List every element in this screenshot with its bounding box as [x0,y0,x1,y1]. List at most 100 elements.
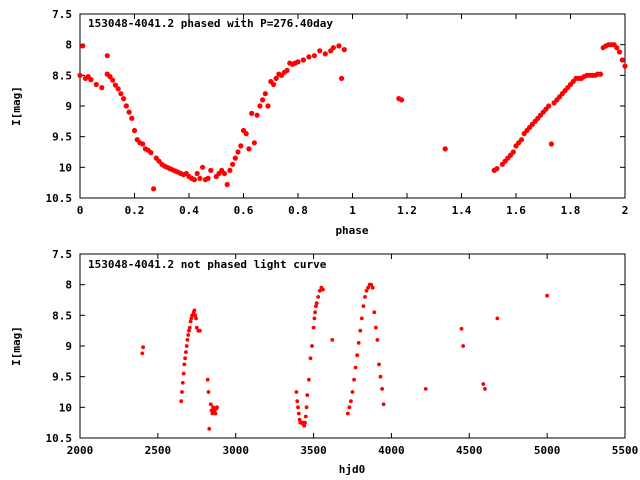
data-point [495,316,500,321]
x-tick-label: 2 [622,204,629,217]
data-point [192,308,197,313]
data-point [377,362,381,367]
data-point [246,146,252,152]
data-point [510,149,516,155]
data-point [273,75,279,81]
x-tick-label: 2000 [67,444,94,457]
data-point [304,405,309,410]
data-point [369,282,374,287]
data-point [257,103,263,109]
data-point [184,350,188,354]
data-point [345,411,350,416]
data-point [187,325,192,330]
data-point [442,146,448,152]
data-point [372,310,377,315]
data-point [179,399,184,404]
data-point [518,137,525,143]
data-point [227,167,233,173]
data-point [619,57,625,63]
data-point [185,338,190,342]
data-point [355,353,360,358]
data-point [330,45,336,51]
data-point [336,43,342,49]
data-point [112,82,118,88]
data-point [347,405,352,410]
data-point [115,86,121,92]
data-point [123,103,129,109]
chart-title: 153048-4041.2 phased with P=276.40day [88,17,333,30]
y-tick-label: 7.5 [52,248,72,261]
data-point [322,51,328,57]
data-point [307,377,311,382]
data-point [207,426,212,431]
data-point [93,81,99,88]
y-tick-label: 8 [65,39,72,52]
data-point [129,115,135,121]
y-tick-label: 10.5 [46,432,73,445]
data-point [210,411,215,416]
data-point [399,97,405,103]
data-point [200,164,206,170]
x-tick-label: 0 [77,204,84,217]
data-point [374,325,378,330]
data-point [306,54,312,60]
data-point [181,371,186,376]
data-point [359,316,364,321]
data-point [197,175,203,181]
data-point [77,72,83,78]
data-point [251,140,257,146]
x-tick-label: 0.6 [234,204,254,217]
data-point [303,420,307,425]
data-point [349,399,353,404]
x-tick-label: 3000 [222,444,249,457]
data-point [361,304,366,308]
data-point [339,75,345,81]
data-point [353,365,358,370]
data-point [249,110,255,116]
data-point [180,390,184,394]
data-point [194,170,200,177]
data-point [302,423,307,428]
x-tick-label: 1.6 [506,204,526,217]
data-point [295,59,301,65]
x-ticks: 2000 2500 3000 3500 4000 4500 5000 5500 [67,254,639,457]
data-point [194,316,198,321]
data-point [184,344,189,348]
data-point [187,328,191,333]
y-tick-label: 10.5 [46,192,73,205]
data-point [208,167,214,173]
data-point [494,166,500,172]
data-point [295,399,300,404]
y-tick-label: 9.5 [52,371,72,384]
data-point [284,67,290,73]
data-point [481,382,486,386]
data-point [260,97,266,103]
y-tick-label: 10 [59,161,72,174]
data-point [126,109,132,115]
data-point [206,390,211,394]
y-ticks: 7.5 8 8.5 9 9.5 10 10.5 [46,248,625,445]
data-point [370,285,375,290]
data-point [121,96,127,102]
data-point [141,345,146,350]
data-point [330,338,335,342]
data-point [597,71,604,77]
data-point [545,293,549,298]
data-point [350,390,355,394]
data-point [235,149,241,155]
data-point [548,141,555,147]
x-tick-label: 1.4 [452,204,472,217]
x-tick-label: 5500 [612,444,639,457]
x-tick-label: 4000 [378,444,405,457]
data-point [208,402,213,407]
data-points [140,282,549,431]
data-point [381,402,386,407]
light-curve-chart: 153048-4041.2 not phased light curve hjd… [10,248,638,476]
data-point [321,287,325,292]
data-point [546,103,552,109]
x-tick-label: 4500 [456,444,483,457]
y-tick-label: 9.5 [52,131,72,144]
x-tick-label: 2500 [145,444,172,457]
data-point [140,141,146,147]
